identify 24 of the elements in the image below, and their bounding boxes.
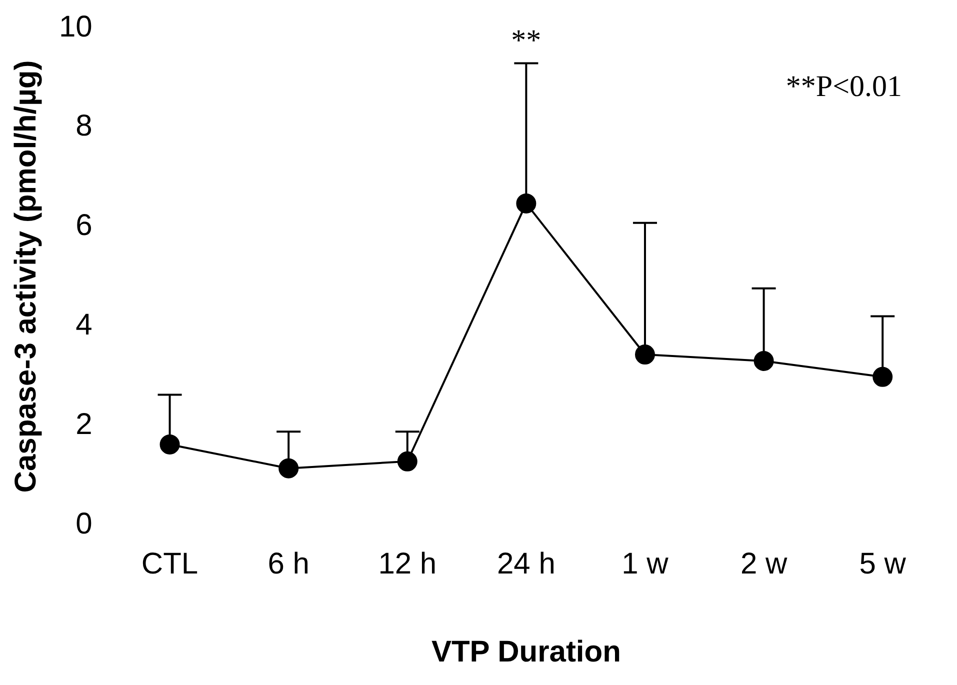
point <box>160 434 180 454</box>
y-tick-label: 4 <box>76 308 92 342</box>
point <box>278 458 299 478</box>
point <box>516 193 536 214</box>
point <box>397 451 418 472</box>
x-tick-label: 5 w <box>859 547 906 580</box>
y-tick-label: 0 <box>76 507 92 540</box>
point <box>872 366 893 387</box>
x-tick-label: CTL <box>141 547 198 580</box>
x-tick-label: 12 h <box>378 547 437 580</box>
y-tick-label: 2 <box>76 408 92 441</box>
x-tick-label: 24 h <box>496 547 556 580</box>
annotation: **P<0.01 <box>786 70 902 103</box>
annotation: ** <box>511 24 542 58</box>
point <box>754 350 774 371</box>
x-tick-label: 1 w <box>622 547 669 580</box>
y-tick-label: 6 <box>76 209 92 242</box>
x-tick-label: 6 h <box>268 547 310 580</box>
y-tick-label: 8 <box>76 110 92 143</box>
y-axis-title: Caspase-3 activity (pmol/h/µg) <box>9 60 42 493</box>
y-tick-label: 10 <box>58 10 92 44</box>
point <box>634 344 655 365</box>
x-axis-title: VTP Duration <box>431 635 621 668</box>
x-tick-label: 2 w <box>740 547 788 580</box>
